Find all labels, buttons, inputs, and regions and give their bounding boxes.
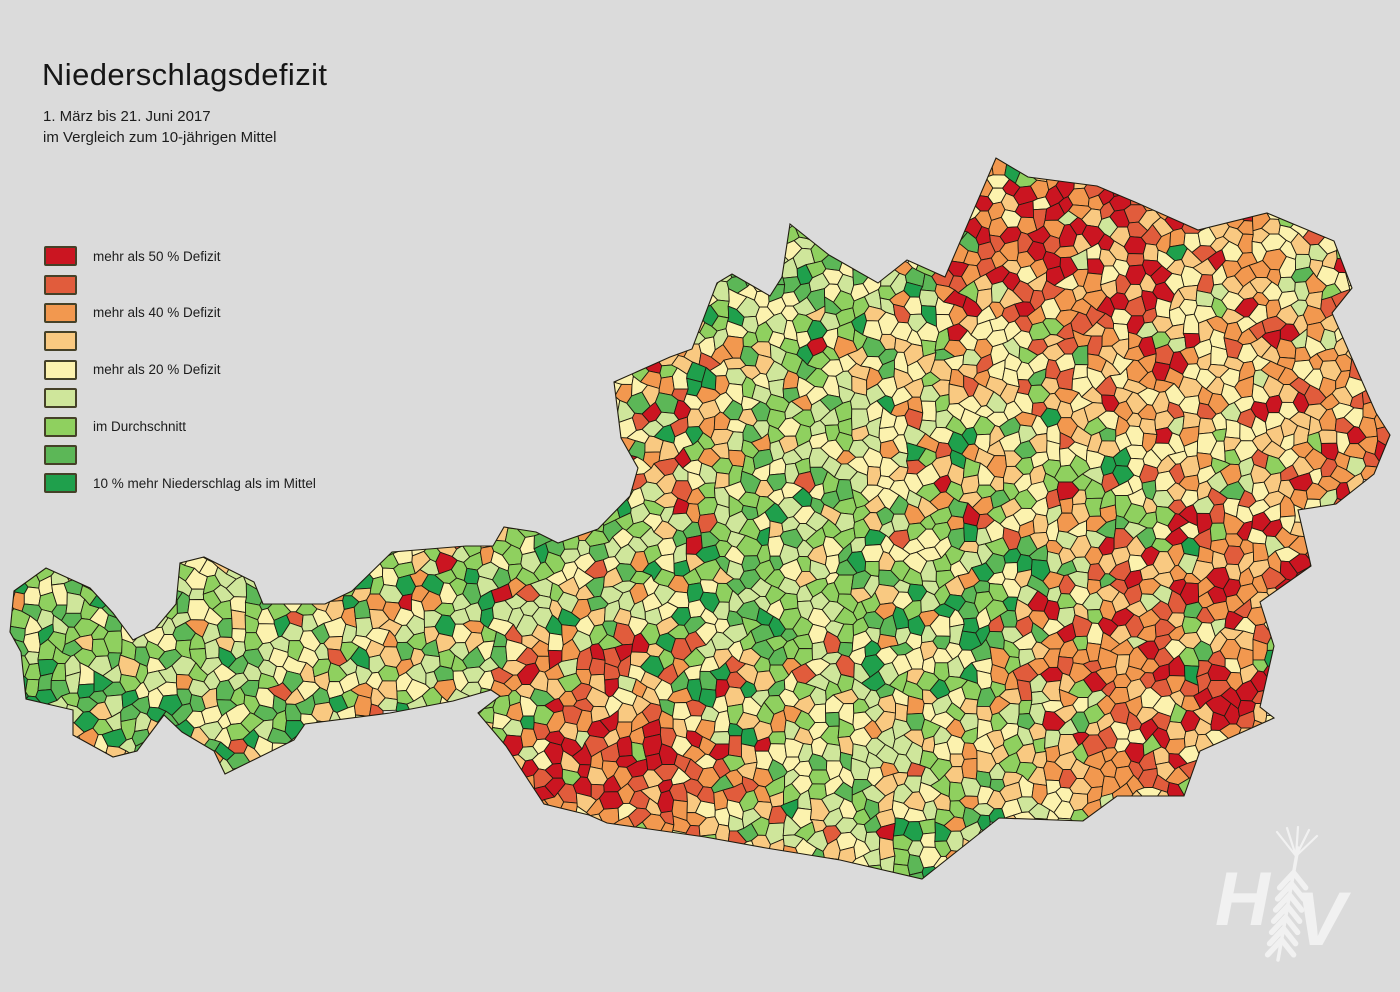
legend-row <box>44 441 316 469</box>
legend-swatch <box>44 444 77 465</box>
municipality-cells <box>10 158 1390 879</box>
legend-swatch <box>44 246 77 267</box>
legend-row <box>44 384 316 412</box>
legend-row: mehr als 20 % Defizit <box>44 356 316 384</box>
austria-border <box>9 157 1391 880</box>
legend-label: mehr als 40 % Defizit <box>93 305 221 321</box>
legend-row: 10 % mehr Niederschlag als im Mittel <box>44 469 316 497</box>
legend-swatch <box>44 274 77 295</box>
subtitle-line-1: 1. März bis 21. Juni 2017 <box>43 108 211 125</box>
legend-swatch <box>44 416 77 437</box>
legend-swatch <box>44 473 77 494</box>
subtitle-line-2: im Vergleich zum 10-jährigen Mittel <box>43 129 277 146</box>
legend-row: mehr als 50 % Defizit <box>44 242 316 270</box>
legend-row <box>44 270 316 298</box>
logo-letter-v: V <box>1295 877 1351 962</box>
legend-swatch <box>44 331 77 352</box>
wheat-ear-icon <box>1264 826 1319 962</box>
legend-row: mehr als 40 % Defizit <box>44 299 316 327</box>
hagelversicherung-logo: H V <box>1215 826 1351 962</box>
legend-label: im Durchschnitt <box>93 419 187 435</box>
legend-label: mehr als 50 % Defizit <box>93 248 221 264</box>
legend-row <box>44 327 316 355</box>
legend-label: mehr als 20 % Defizit <box>93 362 221 378</box>
legend-row: im Durchschnitt <box>44 412 316 440</box>
legend: mehr als 50 % Defizit mehr als 40 % Defiz… <box>44 242 316 498</box>
legend-swatch <box>44 388 77 409</box>
logo-letter-h: H <box>1215 857 1272 942</box>
map-subtitle: 1. März bis 21. Juni 2017 im Vergleich z… <box>43 106 276 148</box>
legend-label: 10 % mehr Niederschlag als im Mittel <box>93 475 316 491</box>
legend-swatch <box>44 302 77 323</box>
legend-swatch <box>44 359 77 380</box>
map-title: Niederschlagsdefizit <box>42 56 328 92</box>
